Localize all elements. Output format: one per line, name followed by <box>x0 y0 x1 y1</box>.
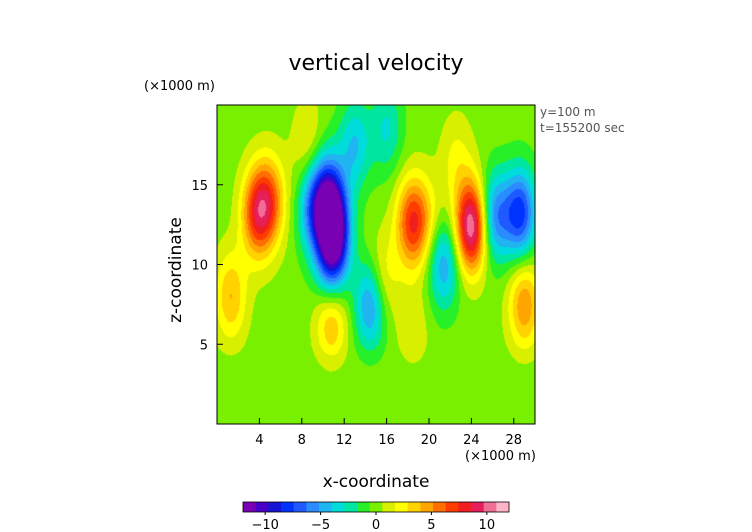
colorbar-swatch <box>357 502 371 512</box>
colorbar-swatch <box>483 502 497 512</box>
y-axis-ticks: 5 10 15 <box>191 179 223 353</box>
x-tick-label: 24 <box>463 433 480 448</box>
x-tick-label: 28 <box>506 433 523 448</box>
colorbar-swatch <box>331 502 345 512</box>
colorbar-swatch <box>382 502 396 512</box>
colorbar-swatch <box>369 502 383 512</box>
colorbar-swatch <box>407 502 421 512</box>
colorbar-swatch <box>395 502 409 512</box>
annotation-y-position: y=100 m <box>540 105 596 119</box>
colorbar-swatch <box>255 502 269 512</box>
colorbar-tick-label: 10 <box>479 518 496 532</box>
x-tick-label: 12 <box>336 433 353 448</box>
chart-title: vertical velocity <box>288 51 463 76</box>
colorbar-swatch <box>319 502 333 512</box>
colorbar-swatch <box>243 502 257 512</box>
colorbar-swatch <box>268 502 282 512</box>
x-scale-note: (×1000 m) <box>465 449 536 464</box>
colorbar-tick-label: 5 <box>427 518 435 532</box>
y-tick-label: 15 <box>191 179 208 194</box>
plot-area <box>216 104 536 425</box>
colorbar-swatch <box>471 502 485 512</box>
colorbar-swatch <box>420 502 434 512</box>
colorbar-tick-label: 0 <box>372 518 380 532</box>
y-axis-label: z-coordinate <box>166 217 186 323</box>
colorbar-swatch <box>281 502 295 512</box>
x-tick-label: 8 <box>298 433 306 448</box>
y-tick-label: 10 <box>191 259 208 274</box>
colorbar-swatch <box>344 502 358 512</box>
x-tick-label: 20 <box>421 433 438 448</box>
annotation-time: t=155200 sec <box>540 121 625 135</box>
x-tick-label: 16 <box>378 433 395 448</box>
y-scale-note: (×1000 m) <box>144 79 215 94</box>
colorbar-tick-label: −5 <box>311 518 330 532</box>
colorbar-swatch <box>496 502 510 512</box>
velocity-heatmap <box>217 105 535 424</box>
colorbar-swatch <box>306 502 320 512</box>
x-axis-ticks: 4 8 12 16 20 24 28 <box>255 418 522 448</box>
colorbar-swatch <box>293 502 307 512</box>
y-tick-label: 5 <box>200 338 208 353</box>
x-tick-label: 4 <box>255 433 263 448</box>
colorbar: −10 −5 0 5 10 <box>242 501 510 532</box>
colorbar-tick-label: −10 <box>251 518 278 532</box>
colorbar-swatch <box>445 502 459 512</box>
colorbar-swatch <box>433 502 447 512</box>
colorbar-swatch <box>458 502 472 512</box>
x-axis-label: x-coordinate <box>323 472 430 492</box>
